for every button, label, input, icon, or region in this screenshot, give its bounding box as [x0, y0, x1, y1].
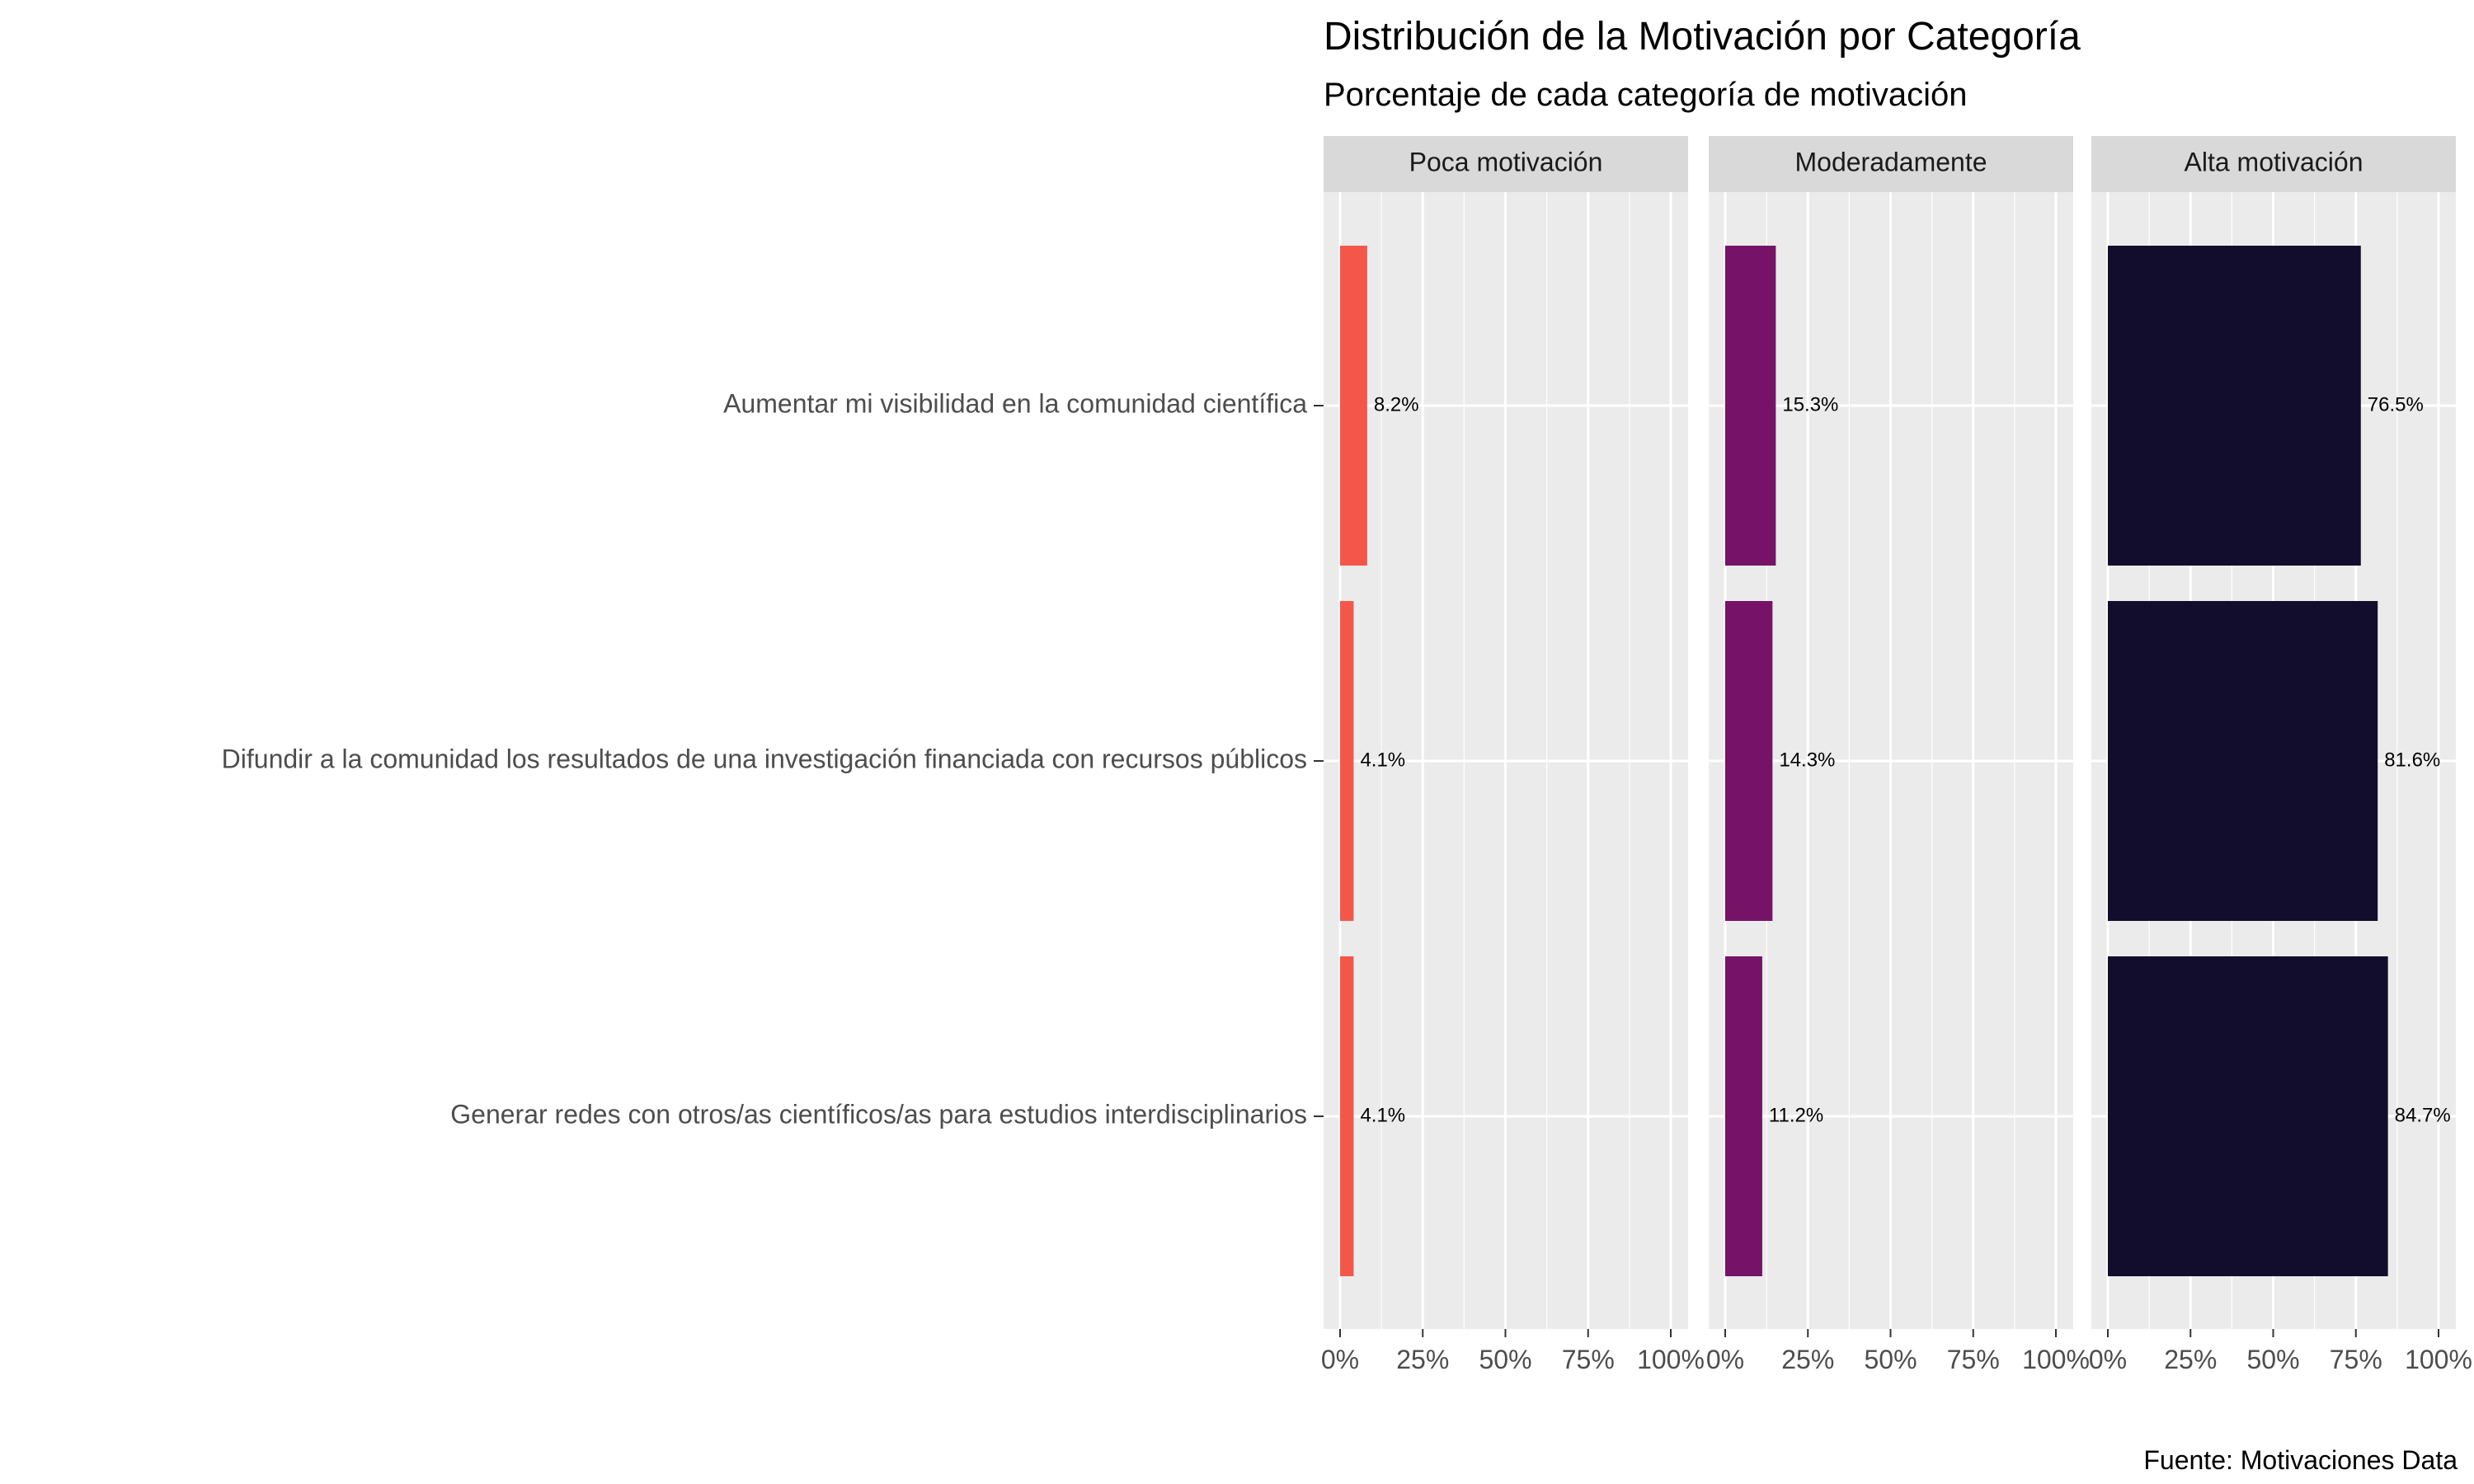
bar-value-label: 8.2% — [1374, 393, 1419, 416]
x-tick-label: 25% — [1396, 1345, 1449, 1374]
x-tick-label: 0% — [2089, 1345, 2127, 1374]
bar — [1340, 601, 1354, 921]
category-label: Generar redes con otros/as científicos/a… — [450, 1099, 1307, 1129]
facet-strip — [1709, 136, 2073, 192]
chart-title: Distribución de la Motivación por Catego… — [1324, 15, 2081, 59]
x-tick-label: 100% — [1637, 1345, 1705, 1374]
bar-value-label: 4.1% — [1360, 749, 1405, 771]
bar-value-label: 15.3% — [1782, 393, 1838, 416]
facet-strip — [2091, 136, 2456, 192]
category-label: Aumentar mi visibilidad en la comunidad … — [723, 388, 1307, 418]
x-tick-label: 50% — [2246, 1345, 2299, 1374]
x-tick-label: 0% — [1706, 1345, 1744, 1374]
facet-strip-label: Alta motivación — [2185, 147, 2363, 176]
facet-panels: Poca motivación 8.2% 4.1% 4.1% 0% 25% 50% 75% 10… — [1321, 136, 2472, 1374]
bar — [2108, 246, 2361, 566]
bar — [1340, 246, 1367, 566]
facet-strip-label: Poca motivación — [1409, 147, 1603, 176]
facet-panel: Poca motivación 8.2% 4.1% 4.1% 0% 25% 50% 75% 10… — [1321, 136, 1705, 1374]
bar — [1725, 246, 1776, 566]
bar-value-label: 4.1% — [1360, 1104, 1405, 1126]
facet-panel: Alta motivación 76.5% 81.6% 84.7% 0% 25% 50% 75… — [2089, 136, 2472, 1374]
x-tick-label: 50% — [1479, 1345, 1531, 1374]
x-tick-label: 25% — [2164, 1345, 2217, 1374]
bar — [1725, 601, 1773, 921]
chart-caption: Fuente: Motivaciones Data — [2143, 1445, 2458, 1475]
facet-strip-label: Moderadamente — [1794, 147, 1987, 176]
bar-value-label: 14.3% — [1779, 749, 1835, 771]
x-tick-label: 75% — [2330, 1345, 2382, 1374]
bar-value-label: 84.7% — [2395, 1104, 2451, 1126]
bar — [2108, 601, 2378, 921]
bar-value-label: 11.2% — [1769, 1104, 1823, 1126]
x-tick-label: 75% — [1562, 1345, 1615, 1374]
x-tick-label: 100% — [2022, 1345, 2090, 1374]
bar — [2108, 956, 2388, 1276]
chart-subtitle: Porcentaje de cada categoría de motivaci… — [1324, 77, 1968, 113]
category-label: Difundir a la comunidad los resultados d… — [222, 744, 1307, 773]
facet-panel: Moderadamente 15.3% 14.3% 11.2% 0% 25% 50% 75% 1… — [1706, 136, 2090, 1374]
bar-value-label: 81.6% — [2384, 749, 2440, 771]
x-tick-label: 0% — [1321, 1345, 1359, 1374]
bar — [1340, 956, 1354, 1276]
bar — [1725, 956, 1762, 1276]
category-labels: Aumentar mi visibilidad en la comunidad … — [222, 388, 1324, 1129]
x-tick-label: 100% — [2405, 1345, 2472, 1374]
x-tick-label: 75% — [1947, 1345, 2000, 1374]
x-tick-label: 50% — [1864, 1345, 1917, 1374]
x-tick-label: 25% — [1781, 1345, 1834, 1374]
facet-strip — [1324, 136, 1688, 192]
bar-value-label: 76.5% — [2368, 393, 2424, 416]
